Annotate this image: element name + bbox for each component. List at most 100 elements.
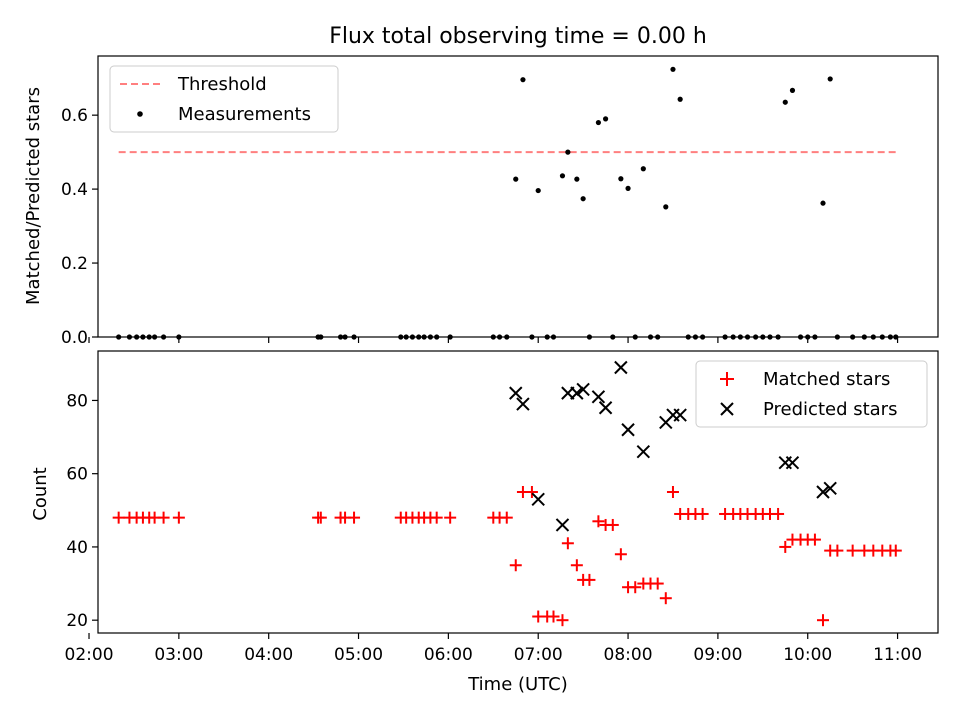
matched-star-point [556,614,569,627]
legend-predicted-label: Predicted stars [763,399,897,420]
measurement-point [685,334,691,340]
matched-star-point [500,511,513,524]
matched-star-point [659,592,672,605]
predicted-star-point [816,485,830,499]
top-y-tick-label: 0.6 [61,106,88,126]
top-y-tick-label: 0.0 [61,328,88,348]
predicted-star-point [673,408,687,422]
bottom-y-tick-label: 80 [66,391,88,411]
measurement-point [544,334,550,340]
top-y-tick-label: 0.2 [61,254,88,274]
bottom-y-tick-label: 60 [66,465,88,485]
measurement-point [767,334,773,340]
bottom-x-tick-label: 03:00 [154,645,203,665]
measurement-point [887,334,893,340]
legend-matched-swatch [720,372,734,386]
measurement-point [797,334,804,340]
bottom-y-tick-label: 40 [66,538,88,558]
x-axis-label: Time (UTC) [467,674,568,695]
measurement-point [574,176,580,182]
matched-star-point [157,511,170,524]
measurement-point [403,334,409,340]
measurement-point [398,334,404,340]
predicted-star-point [509,386,523,400]
measurement-point [625,185,631,191]
bottom-legend: Matched stars Predicted stars [695,360,928,428]
top-x-ticks [88,337,899,343]
legend-predicted-swatch [720,402,734,416]
measurement-point [490,334,496,340]
bottom-x-ticks: 02:00 03:00 04:00 05:00 06:00 07:00 08:00 09:00… [65,633,922,665]
chart-title: Flux total observing time = 0.00 h [329,24,707,49]
top-panel: 0.0 0.2 0.4 0.6 Matched/Predicted stars Thr… [23,55,939,348]
predicted-star-point [614,360,628,375]
measurement-point [730,334,736,340]
measurement-point [496,334,503,340]
measurement-point [618,176,624,182]
measurement-point [782,99,788,105]
measurement-point [550,334,557,340]
measurement-point [789,87,796,93]
measurement-points [116,66,899,340]
top-y-axis-label: Matched/Predicted stars [23,87,44,305]
bottom-x-tick-label: 04:00 [244,645,293,665]
measurement-point [151,334,158,340]
matched-star-point [779,540,792,553]
predicted-star-point [570,386,584,400]
matched-star-point [547,610,560,623]
measurement-point [351,334,357,340]
measurement-point [126,334,133,340]
measurement-point [140,334,146,340]
measurement-point [580,196,586,202]
bottom-y-axis-label: Count [30,467,51,520]
matched-star-point [817,614,830,627]
matched-star-point [651,577,664,590]
measurement-point [655,334,661,340]
predicted-star-point [823,481,837,496]
measurement-point [427,334,434,340]
legend-measurements-swatch [137,111,143,117]
measurement-point [116,334,122,340]
measurement-point [146,334,152,340]
measurement-point [434,334,440,340]
predicted-star-point [636,445,651,459]
matched-star-point [831,544,844,557]
matched-star-point [430,511,443,524]
measurement-point [632,334,638,340]
measurement-point [820,200,826,206]
measurement-point [318,334,324,340]
matched-star-point [592,515,605,528]
bottom-x-tick-label: 07:00 [514,645,563,665]
predicted-star-point [516,397,530,411]
bottom-x-tick-label: 09:00 [693,645,742,665]
top-y-tick-label: 0.4 [61,180,88,200]
bottom-plot-frame [97,350,939,634]
measurement-point [504,334,510,340]
matched-star-point [570,559,583,572]
predicted-star-points [509,360,837,532]
bottom-x-tick-label: 05:00 [334,645,383,665]
measurement-point [535,187,541,194]
measurement-point [421,334,427,340]
measurement-point [677,96,683,102]
measurement-point [640,166,646,172]
measurement-point [595,119,602,126]
measurement-point [513,176,519,182]
measurement-point [692,334,699,340]
matched-star-point [112,511,125,524]
matched-star-point [629,581,642,594]
bottom-x-tick-label: 11:00 [873,645,922,665]
measurement-point [760,334,766,340]
matched-star-point [348,511,361,524]
bottom-x-tick-label: 06:00 [424,645,473,665]
measurement-point [602,116,609,122]
measurement-point [850,334,856,340]
measurement-point [586,334,593,340]
matched-star-points [112,486,902,627]
measurement-point [134,334,140,340]
matched-star-point [172,511,185,524]
predicted-star-point [576,382,590,397]
predicted-star-point [785,455,800,470]
measurement-point [737,334,743,340]
